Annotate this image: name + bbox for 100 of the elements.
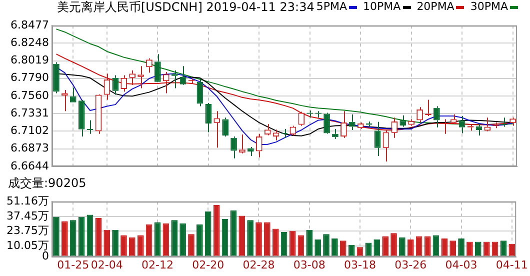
candlestick [171,70,178,89]
bar [289,230,296,256]
y-tick-label: 6.7560 [10,88,49,102]
candlestick [222,117,228,138]
candlestick [239,134,246,154]
chart-title: 美元离岸人民币[USDCNH] 2019-04-11 23:34 [57,0,314,14]
x-tick-label: 01-25 [57,258,90,272]
candlestick [138,66,144,89]
candlestick [53,62,60,94]
candlestick [357,122,364,130]
candlestick [230,136,237,159]
y-tick-label: 37.45万 [6,209,49,222]
candlestick [154,54,161,82]
candlestick [458,116,466,134]
candlestick [62,89,68,112]
x-tick-label: 02-28 [242,258,275,272]
y-tick-label: 6.8477 [10,18,49,32]
bar [416,236,422,256]
candlestick [374,121,381,157]
y-tick-label: 0 [42,250,49,263]
legend-label: 30PMA [470,0,508,14]
candlestick [324,112,330,134]
candlestick [434,106,440,128]
candlestick [205,102,212,133]
bar [78,216,85,256]
bar [348,244,355,256]
bar [162,223,170,256]
candlestick [256,133,262,158]
bar [188,234,194,256]
bar [382,236,388,256]
y-tick-label: 6.6873 [10,142,49,155]
bar [365,242,372,256]
chart-title: 成交量:90205 [8,176,86,190]
y-tick-label: 6.8248 [10,36,49,50]
bar [323,234,330,256]
bar [154,222,161,256]
y-tick-label: 6.6644 [10,159,49,172]
bar [204,211,212,256]
bar [450,240,456,256]
candlestick [340,110,347,138]
candlestick [408,118,414,126]
y-tick-label: 51.16万 [6,194,49,208]
bar [280,232,288,256]
bar [298,235,304,256]
candlestick [78,100,85,138]
bar [264,222,270,256]
candlestick [382,130,390,162]
bar [222,219,228,256]
candlestick [112,74,119,96]
candlestick [95,94,102,134]
bar [407,240,414,256]
y-tick-label: 10.05万 [6,238,49,252]
candlestick [70,87,76,102]
bar [272,228,279,256]
bar [466,242,473,256]
bar [129,237,136,256]
bar [508,244,516,256]
bar [474,242,482,256]
bar [180,223,186,256]
bar [196,224,203,256]
candlestick [391,117,398,138]
bar [230,210,237,256]
x-tick-label: 03-18 [344,258,376,272]
y-tick-label: 6.7102 [10,124,49,138]
y-tick-label: 6.7331 [10,106,49,120]
x-tick-label: 03-08 [293,258,326,272]
bar [458,238,464,256]
bar [432,235,440,256]
bar [500,240,507,256]
bar [120,235,127,256]
y-tick-label: 23.75万 [6,224,49,238]
bar [492,242,498,256]
x-tick-label: 03-26 [394,258,427,272]
bar [171,220,178,256]
bar [314,240,321,256]
bar [104,230,110,256]
bar [213,205,220,256]
candlestick [348,114,356,130]
legend-label: 10PMA [363,0,401,14]
bar [306,230,313,256]
bar [86,214,94,256]
x-tick-label: 02-12 [141,258,174,272]
bar [146,224,152,256]
bar [61,221,68,256]
bar [374,240,380,256]
candlestick [416,106,423,124]
bar [256,222,262,256]
bar [340,240,346,256]
bar [483,242,490,256]
legend-label: 5PMA [316,0,348,14]
candlestick [120,74,128,92]
x-tick-label: 02-20 [192,258,224,272]
bar [332,238,338,256]
bar [95,218,102,256]
bar [399,237,406,256]
bar [238,216,246,256]
x-tick-label: 04-11 [496,258,528,272]
bar [424,236,431,256]
y-tick-label: 6.7790 [10,71,49,84]
bar [247,220,254,256]
